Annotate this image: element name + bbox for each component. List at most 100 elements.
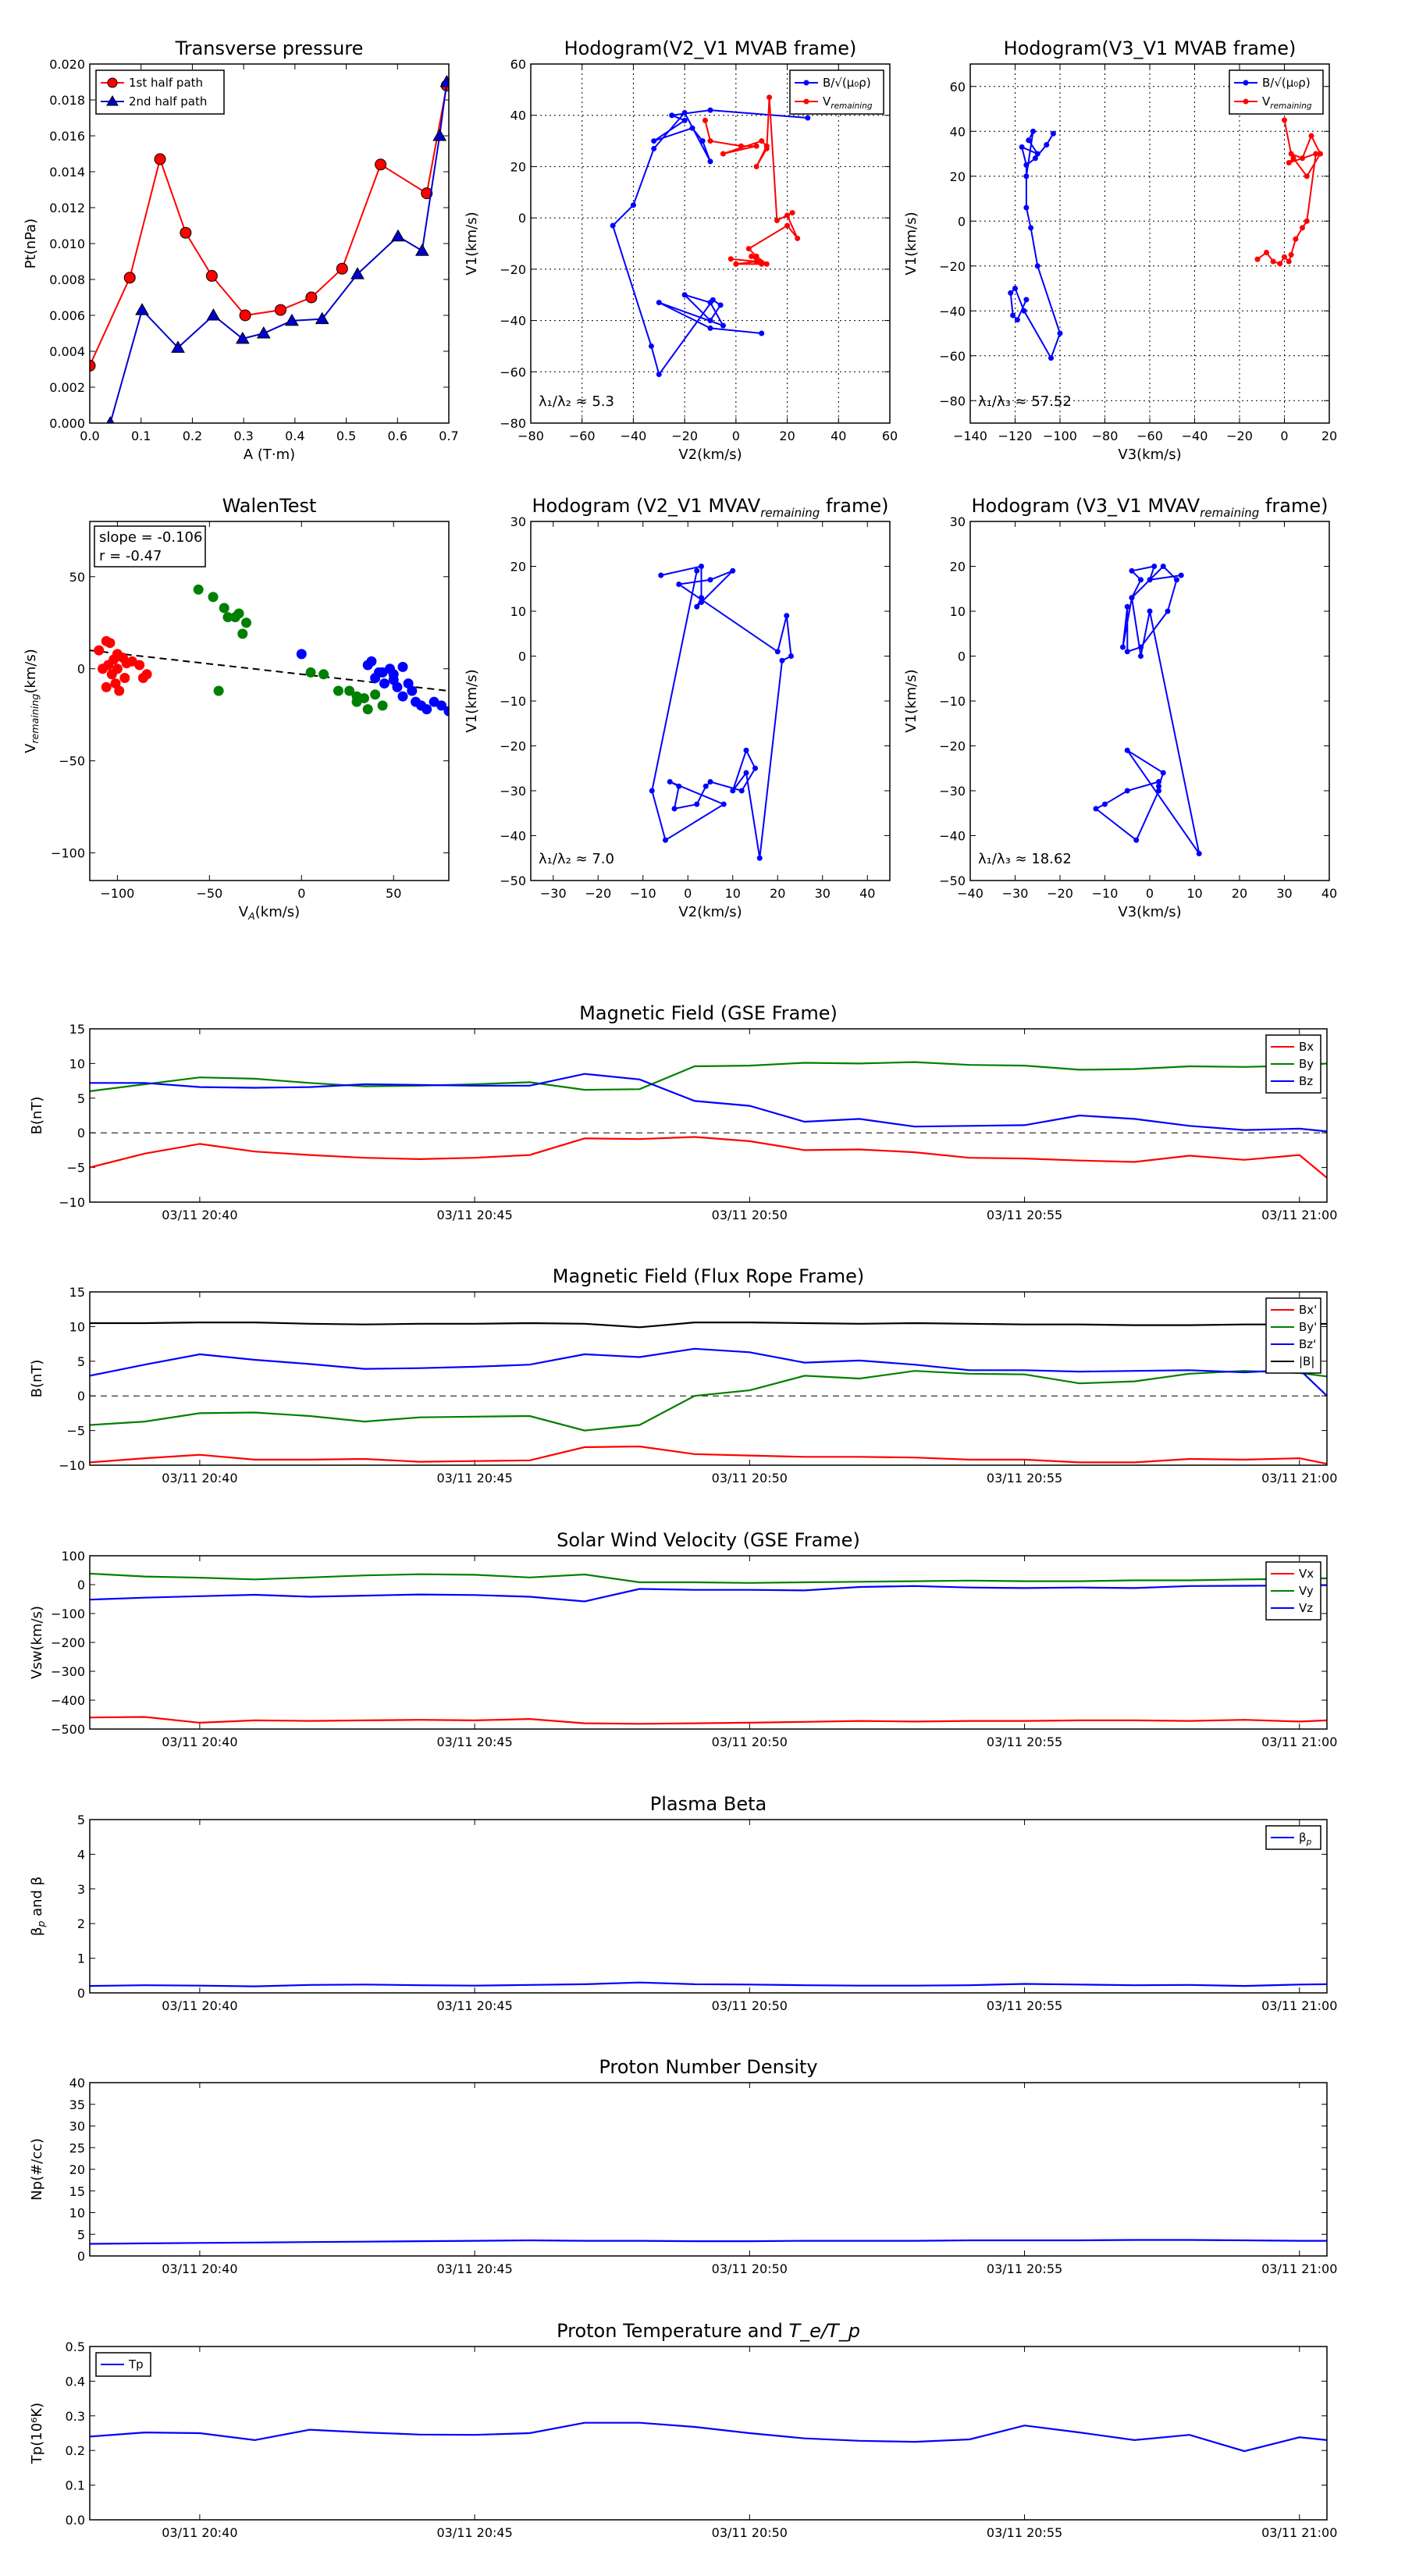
y-tick-label: 0.4 — [66, 2374, 85, 2389]
data-point — [1270, 258, 1276, 265]
legend-label: Bz — [1299, 1074, 1313, 1088]
y-tick-label: 10 — [510, 604, 526, 619]
plot-area — [531, 521, 890, 881]
scatter-point — [436, 700, 447, 711]
ticks: −100 −50 0 50 −100 −50 0 50 — [51, 521, 449, 901]
data-point — [274, 304, 286, 316]
x-tick-label: 03/11 20:50 — [712, 1471, 788, 1485]
x-tick-label: 03/11 20:55 — [987, 2261, 1062, 2276]
plot-frame — [530, 521, 891, 881]
x-tick-label: 03/11 20:50 — [712, 1998, 788, 2013]
y-tick-label: −80 — [500, 416, 526, 431]
data-point — [1156, 788, 1161, 794]
data-point — [656, 300, 662, 306]
x-tick-label: 03/11 20:45 — [436, 1208, 512, 1222]
panel-mag_fr: 03/11 20:40 03/11 20:45 03/11 20:50 03/11 2… — [29, 1265, 1337, 1485]
data-point — [1286, 258, 1292, 265]
plot-frame — [89, 1028, 1328, 1203]
legend-label: By — [1299, 1057, 1314, 1071]
ticks: 03/11 20:40 03/11 20:45 03/11 20:50 03/11 2… — [69, 2076, 1338, 2276]
plot-area — [90, 2347, 1327, 2520]
data-point — [1124, 603, 1130, 610]
scatter-point — [222, 612, 233, 623]
y-tick-label: 0.014 — [49, 165, 85, 180]
legend-label: By' — [1299, 1320, 1317, 1334]
y-tick-label: 0.010 — [49, 237, 85, 251]
y-tick-label: 0.020 — [49, 57, 85, 72]
y-tick-label: 15 — [69, 1285, 85, 1300]
data-point — [681, 109, 688, 116]
data-point — [752, 765, 758, 771]
data-point — [784, 212, 791, 219]
plot-content — [90, 1981, 1327, 1987]
y-tick-label: 15 — [69, 2184, 85, 2199]
ratio-annotation: λ₁/λ₃ ≈ 18.62 — [978, 851, 1072, 867]
x-tick-label: 03/11 20:45 — [436, 1998, 512, 2013]
x-tick-label: 03/11 20:55 — [987, 2525, 1062, 2540]
x-tick-label: 03/11 20:40 — [162, 1471, 237, 1485]
data-point — [1318, 151, 1323, 157]
data-point — [1008, 290, 1014, 296]
x-tick-label: 03/11 20:55 — [987, 1735, 1062, 1749]
x-tick-label: −30 — [540, 886, 567, 901]
y-tick-label: 4 — [77, 1847, 85, 1862]
plot-content — [90, 2239, 1327, 2245]
data-point — [1124, 788, 1130, 794]
y-tick-label: 0.004 — [49, 344, 85, 359]
y-tick-label: 1 — [77, 1952, 85, 1966]
legend-marker — [803, 98, 809, 105]
x-tick-label: −80 — [1092, 429, 1119, 443]
x-tick-label: 60 — [882, 429, 898, 443]
series-line — [90, 2239, 1327, 2245]
x-tick-label: 0 — [732, 429, 740, 443]
data-point — [154, 153, 166, 165]
y-axis-label: B(nT) — [29, 1360, 45, 1398]
scatter-point — [105, 638, 116, 649]
data-point — [1034, 151, 1040, 157]
data-point — [1023, 297, 1030, 303]
scatter-point — [241, 617, 252, 628]
title-text: Transverse pressure — [175, 37, 364, 59]
y-tick-label: 30 — [950, 514, 966, 529]
y-tick-label: −200 — [51, 1635, 85, 1650]
x-tick-label: 0 — [1280, 429, 1288, 443]
scatter-point — [344, 685, 355, 696]
x-tick-label: 03/11 20:50 — [712, 1208, 788, 1222]
y-tick-label: −40 — [939, 304, 966, 318]
scatter-point — [366, 656, 377, 667]
series-line — [90, 1572, 1327, 1584]
data-point — [759, 261, 765, 267]
data-point — [743, 770, 749, 776]
legend-label: B/√(μ₀ρ) — [823, 76, 871, 90]
chart-title: Hodogram(V3_V1 MVAB frame) — [1004, 37, 1297, 59]
ticks: 03/11 20:40 03/11 20:45 03/11 20:50 03/11 2… — [59, 1285, 1337, 1485]
scatter-point — [208, 592, 219, 603]
y-axis-label: βp and β — [29, 1877, 47, 1936]
data-point — [707, 300, 713, 306]
y-tick-label: 20 — [69, 2162, 85, 2177]
chart-title: Magnetic Field (GSE Frame) — [579, 1002, 838, 1024]
data-point — [235, 331, 250, 344]
series-line — [90, 1445, 1327, 1465]
x-tick-label: 03/11 21:00 — [1261, 1208, 1337, 1222]
data-point — [1308, 133, 1314, 139]
data-point — [1160, 564, 1166, 569]
x-tick-label: 0.6 — [388, 429, 407, 443]
scatter-point — [296, 649, 307, 660]
scatter-point — [213, 685, 224, 696]
y-tick-label: −40 — [500, 314, 526, 329]
scatter-point — [117, 653, 128, 664]
data-point — [753, 258, 759, 265]
data-point — [421, 187, 433, 200]
series-line — [90, 85, 448, 366]
scatter-point — [351, 691, 362, 702]
data-point — [180, 226, 192, 239]
data-point — [1138, 577, 1144, 583]
scatter-point — [137, 673, 148, 684]
series-line — [90, 1321, 1327, 1329]
data-point — [414, 244, 429, 256]
scatter-point — [318, 669, 329, 680]
scatter-point — [443, 706, 449, 717]
data-point — [1102, 801, 1108, 807]
legend-label: Vremaining — [1262, 94, 1312, 111]
